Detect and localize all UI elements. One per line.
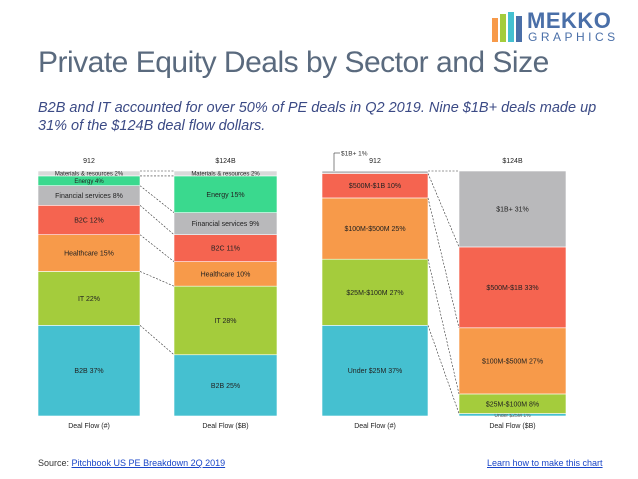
segment-label: IT 22% [78,296,100,303]
connector-line [139,185,175,213]
connector-line [139,271,175,287]
connector-line [139,205,175,235]
segment-label: Financial services 9% [192,221,260,228]
x-axis-label: Deal Flow ($B) [202,423,248,430]
segment-label: Materials & resources 2% [55,172,124,178]
connector-line [427,325,460,414]
segment-label: Energy 4% [74,179,104,185]
segment-1-0-4 [321,170,429,174]
page-title: Private Equity Deals by Sector and Size [38,46,549,79]
x-axis-label: Deal Flow (#) [354,423,396,430]
segment-0-0-6 [37,170,141,177]
segment-label: B2C 12% [74,218,104,225]
segment-0-0-3 [37,205,141,236]
segment-1-0-0 [321,325,429,417]
segment-label: $500M-$1B 33% [486,285,538,292]
source-prefix: Source: [38,458,72,468]
segment-label: Healthcare 15% [64,251,114,258]
learn-how-link[interactable]: Learn how to make this chart [487,458,603,468]
source-note: Source: Pitchbook US PE Breakdown 2Q 201… [38,458,225,468]
bar-total: 912 [83,158,95,165]
segment-label: $100M-$500M 25% [344,226,405,233]
x-axis-label: Deal Flow ($B) [489,423,535,430]
segment-label: $500M-$1B 10% [349,183,401,190]
segment-0-1-3 [173,234,278,262]
segment-label-tiny: Under $25M 1% [494,413,531,419]
segment-label: $100M-$500M 27% [482,358,543,365]
segment-0-1-0 [173,354,278,417]
segment-label: Energy 15% [206,192,244,199]
logo-word-mekko: MEKKO [527,8,612,33]
segment-1-1-4 [458,170,567,248]
segment-0-0-0 [37,325,141,417]
connector-line [427,173,460,248]
segment-0-0-1 [37,271,141,326]
segment-0-0-2 [37,234,141,272]
logo-bars-icon [492,12,522,42]
segment-1-0-1 [321,258,429,326]
segment-0-1-6 [173,170,278,177]
source-link[interactable]: Pitchbook US PE Breakdown 2Q 2019 [71,458,226,468]
segment-label: Financial services 8% [55,193,123,200]
segment-label: Materials & resources 2% [191,172,260,178]
logo-word-graphics: GRAPHICS [528,30,619,44]
segment-label: B2B 25% [211,383,240,390]
page-subtitle: B2B and IT accounted for over 50% of PE … [38,100,597,134]
connector-line [139,234,175,262]
segment-label: Healthcare 10% [201,271,251,278]
segment-0-1-1 [173,285,278,356]
segment-label: $25M-$100M 27% [346,290,403,297]
segment-1-1-3 [458,246,567,329]
bar-total: $124B [502,158,523,165]
segment-label: Under $25M 37% [348,368,402,375]
segment-0-1-2 [173,261,278,287]
segment-1-0-2 [321,197,429,260]
callout-label: $1B+ 1% [341,151,368,158]
segment-1-1-2 [458,327,567,395]
segment-label: B2C 11% [211,246,240,253]
x-axis-label: Deal Flow (#) [68,423,110,430]
learn-more: Learn how to make this chart [487,458,603,468]
segment-label: $25M-$100M 8% [486,401,539,408]
segment-label: IT 28% [214,318,236,325]
bar-total: $124B [215,158,236,165]
segment-label: B2B 37% [74,368,103,375]
segment-1-0-3 [321,173,429,199]
connector-line [427,259,460,395]
connector-line [139,325,175,355]
segment-label: $1B+ 31% [496,206,529,213]
connector-line [427,197,460,328]
mekko-graphics-logo: MEKKO GRAPHICS [492,8,627,44]
bar-total: 912 [369,158,381,165]
